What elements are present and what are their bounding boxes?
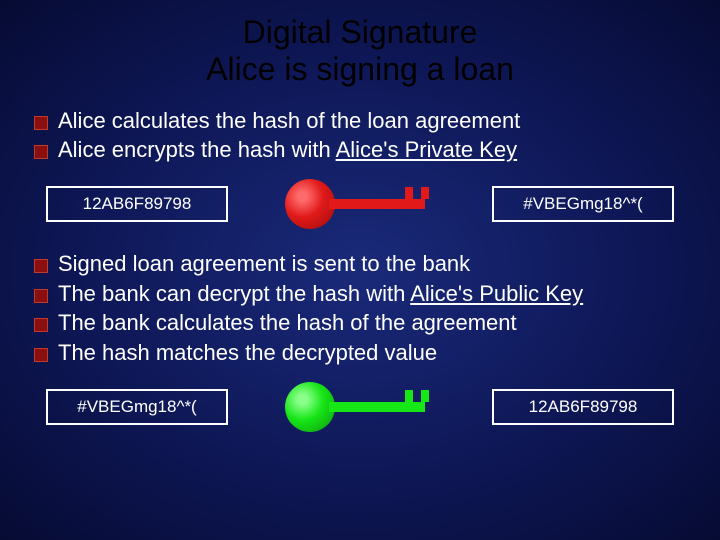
bullet-list-top: Alice calculates the hash of the loan ag… <box>34 106 686 165</box>
hash-box-encrypted: #VBEGmg18^*( <box>492 186 674 222</box>
bullet-text: Signed loan agreement is sent to the ban… <box>58 251 470 276</box>
public-key-icon <box>285 380 435 434</box>
title-line-1: Digital Signature <box>243 14 478 50</box>
key-wrap <box>280 177 440 231</box>
bullet-underline: Alice's Public Key <box>410 281 583 306</box>
title-line-2: Alice is signing a loan <box>206 51 514 87</box>
list-item: The bank can decrypt the hash with Alice… <box>34 279 686 309</box>
bullet-text: Alice calculates the hash of the loan ag… <box>58 108 520 133</box>
list-item: Alice encrypts the hash with Alice's Pri… <box>34 135 686 165</box>
bullet-text: The hash matches the decrypted value <box>58 340 437 365</box>
slide: Digital Signature Alice is signing a loa… <box>0 0 720 540</box>
bullet-list-bottom: Signed loan agreement is sent to the ban… <box>34 249 686 368</box>
diagram-row-verify: #VBEGmg18^*( 12AB6F89798 <box>34 380 686 434</box>
diagram-row-sign: 12AB6F89798 #VBEGmg18^*( <box>34 177 686 231</box>
private-key-icon <box>285 177 435 231</box>
bullet-underline: Alice's Private Key <box>336 137 518 162</box>
bullet-text: Alice encrypts the hash with <box>58 137 336 162</box>
hash-box-encrypted: #VBEGmg18^*( <box>46 389 228 425</box>
bullet-text: The bank calculates the hash of the agre… <box>58 310 517 335</box>
bullet-text: The bank can decrypt the hash with <box>58 281 410 306</box>
hash-box-plain: 12AB6F89798 <box>46 186 228 222</box>
key-wrap <box>280 380 440 434</box>
slide-title: Digital Signature Alice is signing a loa… <box>34 14 686 88</box>
list-item: Signed loan agreement is sent to the ban… <box>34 249 686 279</box>
hash-box-plain: 12AB6F89798 <box>492 389 674 425</box>
list-item: Alice calculates the hash of the loan ag… <box>34 106 686 136</box>
list-item: The bank calculates the hash of the agre… <box>34 308 686 338</box>
list-item: The hash matches the decrypted value <box>34 338 686 368</box>
